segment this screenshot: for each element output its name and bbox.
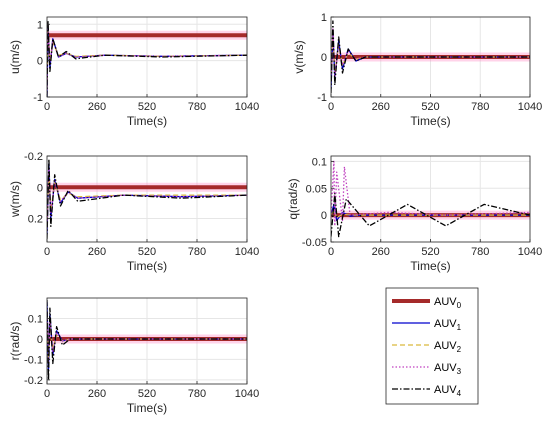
legend-label-main: AUV — [434, 296, 457, 308]
x-axis-label: Time(s) — [127, 114, 167, 128]
x-tick-label: 260 — [88, 246, 106, 258]
y-tick-label: -0.05 — [302, 237, 327, 249]
x-tick-label: 1040 — [235, 246, 259, 258]
x-tick-label: 1040 — [235, 388, 259, 400]
x-tick-label: 780 — [471, 101, 489, 113]
legend-label-subscript: 3 — [457, 367, 462, 376]
x-tick-label: 520 — [421, 101, 439, 113]
series-auv3-line — [47, 167, 247, 232]
x-axis-label: Time(s) — [410, 114, 450, 128]
y-tick-label: -1 — [317, 92, 327, 104]
x-tick-label: 260 — [88, 101, 106, 113]
y-tick-label: -0.2 — [24, 151, 43, 163]
chart-5: 0 260 520 780 1040 -0.2 -0.1 0 0.1 Time(s) r(rad/s… — [8, 297, 259, 415]
x-tick-label: 520 — [138, 101, 156, 113]
legend-label-subscript: 1 — [457, 323, 462, 332]
series-group — [47, 19, 247, 97]
x-tick-label: 520 — [421, 246, 439, 258]
y-axis-label: q(rad/s) — [286, 178, 300, 219]
x-tick-label: 520 — [138, 388, 156, 400]
series-group — [47, 158, 247, 239]
x-tick-label: 0 — [44, 388, 50, 400]
legend-label-main: AUV — [434, 318, 457, 330]
legend-label-main: AUV — [434, 362, 457, 374]
y-tick-label: 0 — [321, 210, 327, 222]
y-axis-label: v(m/s) — [292, 40, 306, 73]
y-tick-label: 0.1 — [28, 313, 43, 325]
x-tick-label: 1040 — [518, 246, 542, 258]
x-tick-label: 260 — [372, 101, 390, 113]
x-tick-label: 780 — [188, 388, 206, 400]
y-axis-label: u(m/s) — [8, 40, 22, 74]
x-tick-label: 780 — [188, 101, 206, 113]
series-auv3-line — [47, 308, 247, 365]
x-tick-label: 260 — [372, 246, 390, 258]
series-auv4-line — [331, 192, 530, 238]
legend-label-main: AUV — [434, 340, 457, 352]
chart-3: 0 260 520 780 1040 -0.2 0 0.2 Time(s) w(m/s) — [8, 151, 259, 273]
series-group — [47, 299, 247, 381]
x-tick-label: 520 — [138, 246, 156, 258]
x-tick-label: 260 — [88, 388, 106, 400]
legend-label-subscript: 2 — [457, 345, 462, 354]
y-tick-label: -0.1 — [24, 354, 43, 366]
legend-label-main: AUV — [434, 384, 457, 396]
y-tick-label: 1 — [37, 19, 43, 31]
legend-label-1: AUV1 — [434, 318, 462, 332]
y-tick-label: -1 — [33, 92, 43, 104]
legend-label-0: AUV0 — [434, 296, 462, 310]
series-group — [331, 160, 530, 238]
legend-label-2: AUV2 — [434, 340, 462, 354]
x-tick-label: 0 — [44, 246, 50, 258]
y-tick-label: 1 — [321, 12, 327, 24]
legend-label-3: AUV3 — [434, 362, 462, 376]
x-tick-label: 1040 — [518, 101, 542, 113]
series-auv4-line — [47, 158, 247, 239]
legend-label-subscript: 4 — [457, 389, 462, 398]
y-tick-label: 0 — [37, 334, 43, 346]
x-axis-label: Time(s) — [410, 259, 450, 273]
chart-4: 0 260 520 780 1040-0.0500.050.1Time(s)q(rad/… — [286, 155, 542, 273]
y-tick-label: 0 — [321, 52, 327, 64]
x-tick-label: 1040 — [235, 101, 259, 113]
y-tick-label: -0.2 — [24, 375, 43, 387]
x-tick-label: 0 — [44, 101, 50, 113]
x-tick-label: 780 — [471, 246, 489, 258]
y-tick-label: 0 — [37, 56, 43, 68]
x-axis-label: Time(s) — [127, 401, 167, 415]
x-tick-label: 780 — [188, 246, 206, 258]
y-tick-label: 0.1 — [312, 156, 327, 168]
y-tick-label: 0 — [37, 182, 43, 194]
legend-box — [385, 287, 479, 405]
series-auv3-line — [47, 23, 247, 94]
series-group — [331, 20, 530, 94]
y-axis-label: r(rad/s) — [8, 322, 22, 361]
x-tick-label: 0 — [328, 101, 334, 113]
legend-label-4: AUV4 — [434, 384, 462, 398]
legend-label-subscript: 0 — [457, 301, 462, 310]
x-tick-label: 0 — [328, 246, 334, 258]
y-axis-label: w(m/s) — [8, 181, 22, 218]
series-auv4-line — [331, 20, 530, 94]
y-tick-label: 0.2 — [28, 214, 43, 226]
series-auv4-line — [47, 19, 247, 97]
x-axis-label: Time(s) — [127, 259, 167, 273]
y-tick-label: 0.05 — [306, 183, 327, 195]
